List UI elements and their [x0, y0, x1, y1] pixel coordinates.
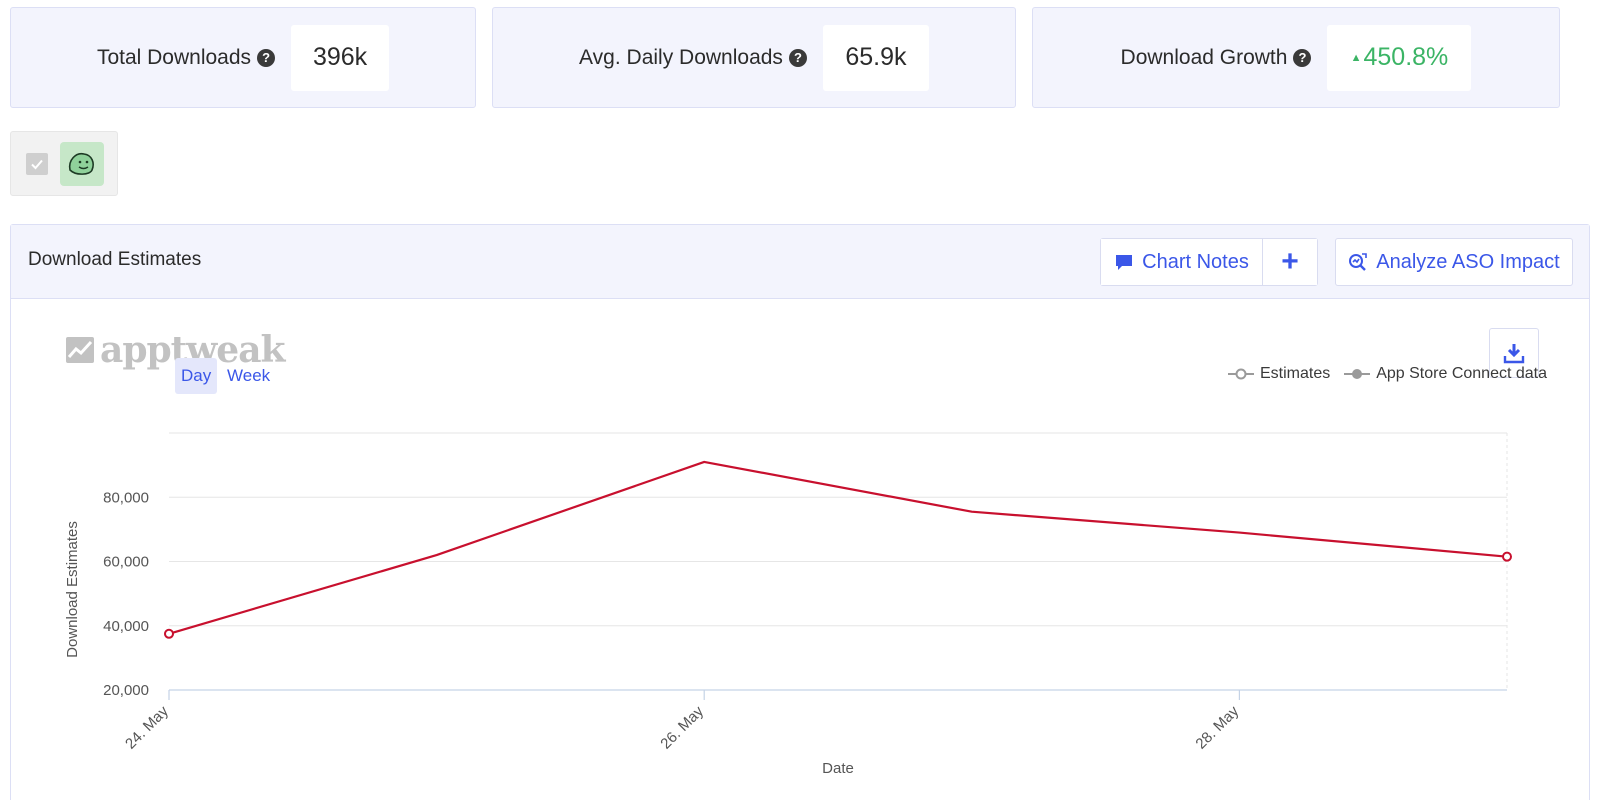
help-icon[interactable]: ? [788, 48, 807, 67]
x-tick-label: 28. May [1192, 702, 1242, 752]
app-selector[interactable] [10, 131, 118, 196]
chart-notes-group: Chart Notes + [1100, 238, 1318, 286]
kpi-total-value: 396k [291, 24, 390, 91]
add-note-button[interactable]: + [1263, 239, 1317, 285]
x-tick-label: 26. May [657, 702, 707, 752]
kpi-avg-daily-downloads: Avg. Daily Downloads ? 65.9k [492, 7, 1016, 108]
chart-legend: Estimates App Store Connect data [1227, 365, 1547, 383]
period-day-button[interactable]: Day [175, 358, 218, 394]
analyze-aso-impact-button[interactable]: Analyze ASO Impact [1335, 238, 1573, 286]
panel-header: Download Estimates Chart Notes + Analyze… [11, 225, 1589, 299]
kpi-growth-label: Download Growth [1120, 45, 1288, 69]
download-estimates-chart: 20,000 40,000 60,000 80,000 24. May 26. May 28… [64, 432, 1512, 777]
legend-connect[interactable]: App Store Connect data [1344, 365, 1547, 383]
legend-estimates-marker [1227, 368, 1254, 380]
legend-connect-marker [1344, 369, 1371, 379]
analyze-icon [1349, 253, 1368, 271]
data-point [1502, 551, 1512, 562]
analyze-aso-label: Analyze ASO Impact [1376, 250, 1560, 273]
legend-estimates-label: Estimates [1259, 365, 1331, 382]
help-icon[interactable]: ? [257, 48, 276, 67]
comment-icon [1116, 255, 1133, 270]
y-tick-label: 20,000 [103, 682, 149, 699]
kpi-total-label: Total Downloads [96, 45, 252, 69]
legend-estimates[interactable]: Estimates [1227, 365, 1331, 383]
download-estimates-panel: Download Estimates Chart Notes + Analyze… [10, 224, 1590, 800]
chart-notes-button[interactable]: Chart Notes [1101, 239, 1263, 285]
chart-logo-icon [66, 337, 94, 363]
series-line [168, 460, 1508, 635]
kpi-growth-number: 450.8% [1363, 43, 1449, 71]
kpi-total-downloads: Total Downloads ? 396k [10, 7, 476, 108]
kpi-avg-value: 65.9k [822, 24, 929, 91]
y-axis-title: Download Estimates [64, 521, 81, 658]
kpi-avg-label: Avg. Daily Downloads [579, 45, 783, 69]
panel-title: Download Estimates [28, 249, 202, 270]
trend-up-icon: ▲ [1350, 51, 1362, 64]
chart-notes-label: Chart Notes [1142, 250, 1249, 273]
x-tick-label: 24. May [122, 702, 172, 752]
kpi-growth-value: ▲ 450.8% [1327, 24, 1472, 91]
data-point [164, 628, 174, 639]
legend-connect-label: App Store Connect data [1376, 365, 1547, 382]
y-tick-label: 40,000 [103, 618, 149, 635]
y-tick-label: 80,000 [103, 489, 149, 506]
period-week-button[interactable]: Week [227, 366, 271, 385]
y-tick-label: 60,000 [103, 554, 149, 571]
download-icon [1503, 344, 1525, 364]
help-icon[interactable]: ? [1293, 48, 1312, 67]
checkbox-icon[interactable] [26, 152, 48, 175]
kpi-download-growth: Download Growth ? ▲ 450.8% [1032, 7, 1560, 108]
x-axis-title: Date [822, 760, 854, 777]
app-icon[interactable] [60, 141, 104, 186]
download-chart-button[interactable] [1489, 328, 1539, 378]
